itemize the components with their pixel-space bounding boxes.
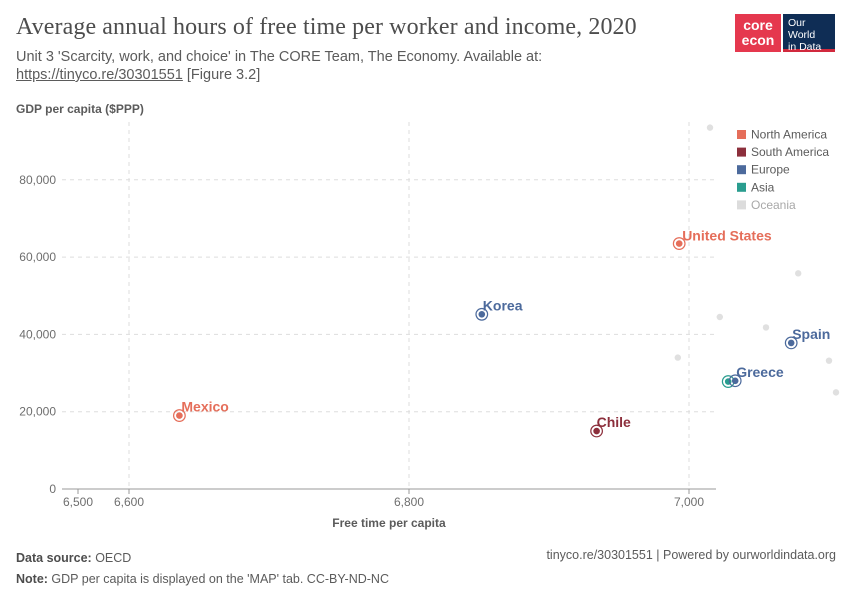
point-labels: United States Mexico Chile Korea Spain Greece… (181, 228, 830, 430)
legend-swatch (737, 130, 746, 139)
data-point (593, 427, 600, 435)
legend-label: South America (751, 145, 829, 159)
point-label: Mexico (181, 399, 228, 415)
data-point-ring (728, 374, 742, 388)
data-point (478, 311, 486, 318)
legend-swatch (737, 200, 746, 210)
chart-title: Average annual hours of free time per wo… (16, 14, 637, 40)
note-value: GDP per capita is displayed on the 'MAP'… (47, 572, 389, 586)
point-label: United States (682, 228, 772, 244)
x-axis-label: Free time per capita (332, 516, 446, 530)
background-points (674, 124, 840, 396)
y-tick-label: 0 (49, 482, 56, 496)
point-label: Greece (736, 364, 784, 380)
data-point (176, 412, 183, 419)
point-label: Korea (483, 297, 523, 313)
scatter-chart: GDP per capita ($PPP) Free time per capi… (16, 102, 840, 530)
footer-notes: Data source: OECD Note: GDP per capita i… (16, 548, 389, 590)
background-point (825, 357, 833, 364)
data-point (675, 240, 683, 247)
grid (62, 122, 716, 490)
legend: North America South America Europe Asia Ocea… (737, 128, 829, 212)
x-tick-label: 6,500 (63, 495, 93, 509)
data-point (787, 339, 795, 347)
x-tick-label: 6,800 (394, 495, 424, 509)
y-axis-label: GDP per capita ($PPP) (16, 102, 144, 116)
background-point (762, 324, 770, 331)
legend-label: Europe (751, 163, 790, 177)
point-label: Spain (792, 326, 830, 342)
axis-ticks: 6,5006,6006,8007,0007,2007,400020,00040,… (19, 173, 704, 509)
legend-label: Oceania (751, 198, 796, 212)
y-tick-label: 60,000 (19, 250, 56, 264)
core-econ-logo[interactable]: core econ (735, 14, 781, 52)
legend-swatch (737, 165, 746, 175)
legend-swatch (737, 147, 746, 157)
source-value: OECD (91, 551, 132, 565)
data-point-ring (172, 409, 186, 422)
legend-label: North America (751, 128, 827, 142)
legend-swatch (737, 182, 746, 192)
source-link[interactable]: https://tinyco.re/30301551 (16, 67, 183, 83)
x-tick-label: 7,000 (674, 495, 704, 509)
x-tick-label: 6,600 (114, 495, 144, 509)
subtitle-suffix: [Figure 3.2] (182, 67, 261, 83)
legend-label: Asia (751, 180, 775, 194)
background-point (674, 354, 681, 361)
source-label: Data source: (16, 551, 92, 565)
chart-subtitle: Unit 3 'Scarcity, work, and choice' in T… (16, 48, 656, 84)
data-point (731, 377, 739, 385)
data-points (172, 237, 798, 438)
note-label: Note: (16, 572, 48, 586)
data-point-ring (475, 307, 489, 321)
background-point (706, 124, 714, 131)
data-point-ring (784, 336, 798, 350)
y-tick-label: 80,000 (19, 173, 56, 187)
subtitle-text: Unit 3 'Scarcity, work, and choice' in T… (16, 49, 543, 65)
data-point-ring (590, 424, 603, 438)
background-point (716, 313, 723, 321)
owid-logo[interactable]: Our World in Data (783, 14, 835, 53)
point-label: Chile (597, 414, 631, 430)
background-point (832, 389, 840, 396)
y-tick-label: 40,000 (19, 327, 56, 341)
background-point (795, 270, 802, 277)
footer-credit[interactable]: tinyco.re/30301551 | Powered by ourworld… (546, 548, 836, 562)
data-point-ring (672, 237, 686, 250)
y-tick-label: 20,000 (19, 405, 56, 419)
